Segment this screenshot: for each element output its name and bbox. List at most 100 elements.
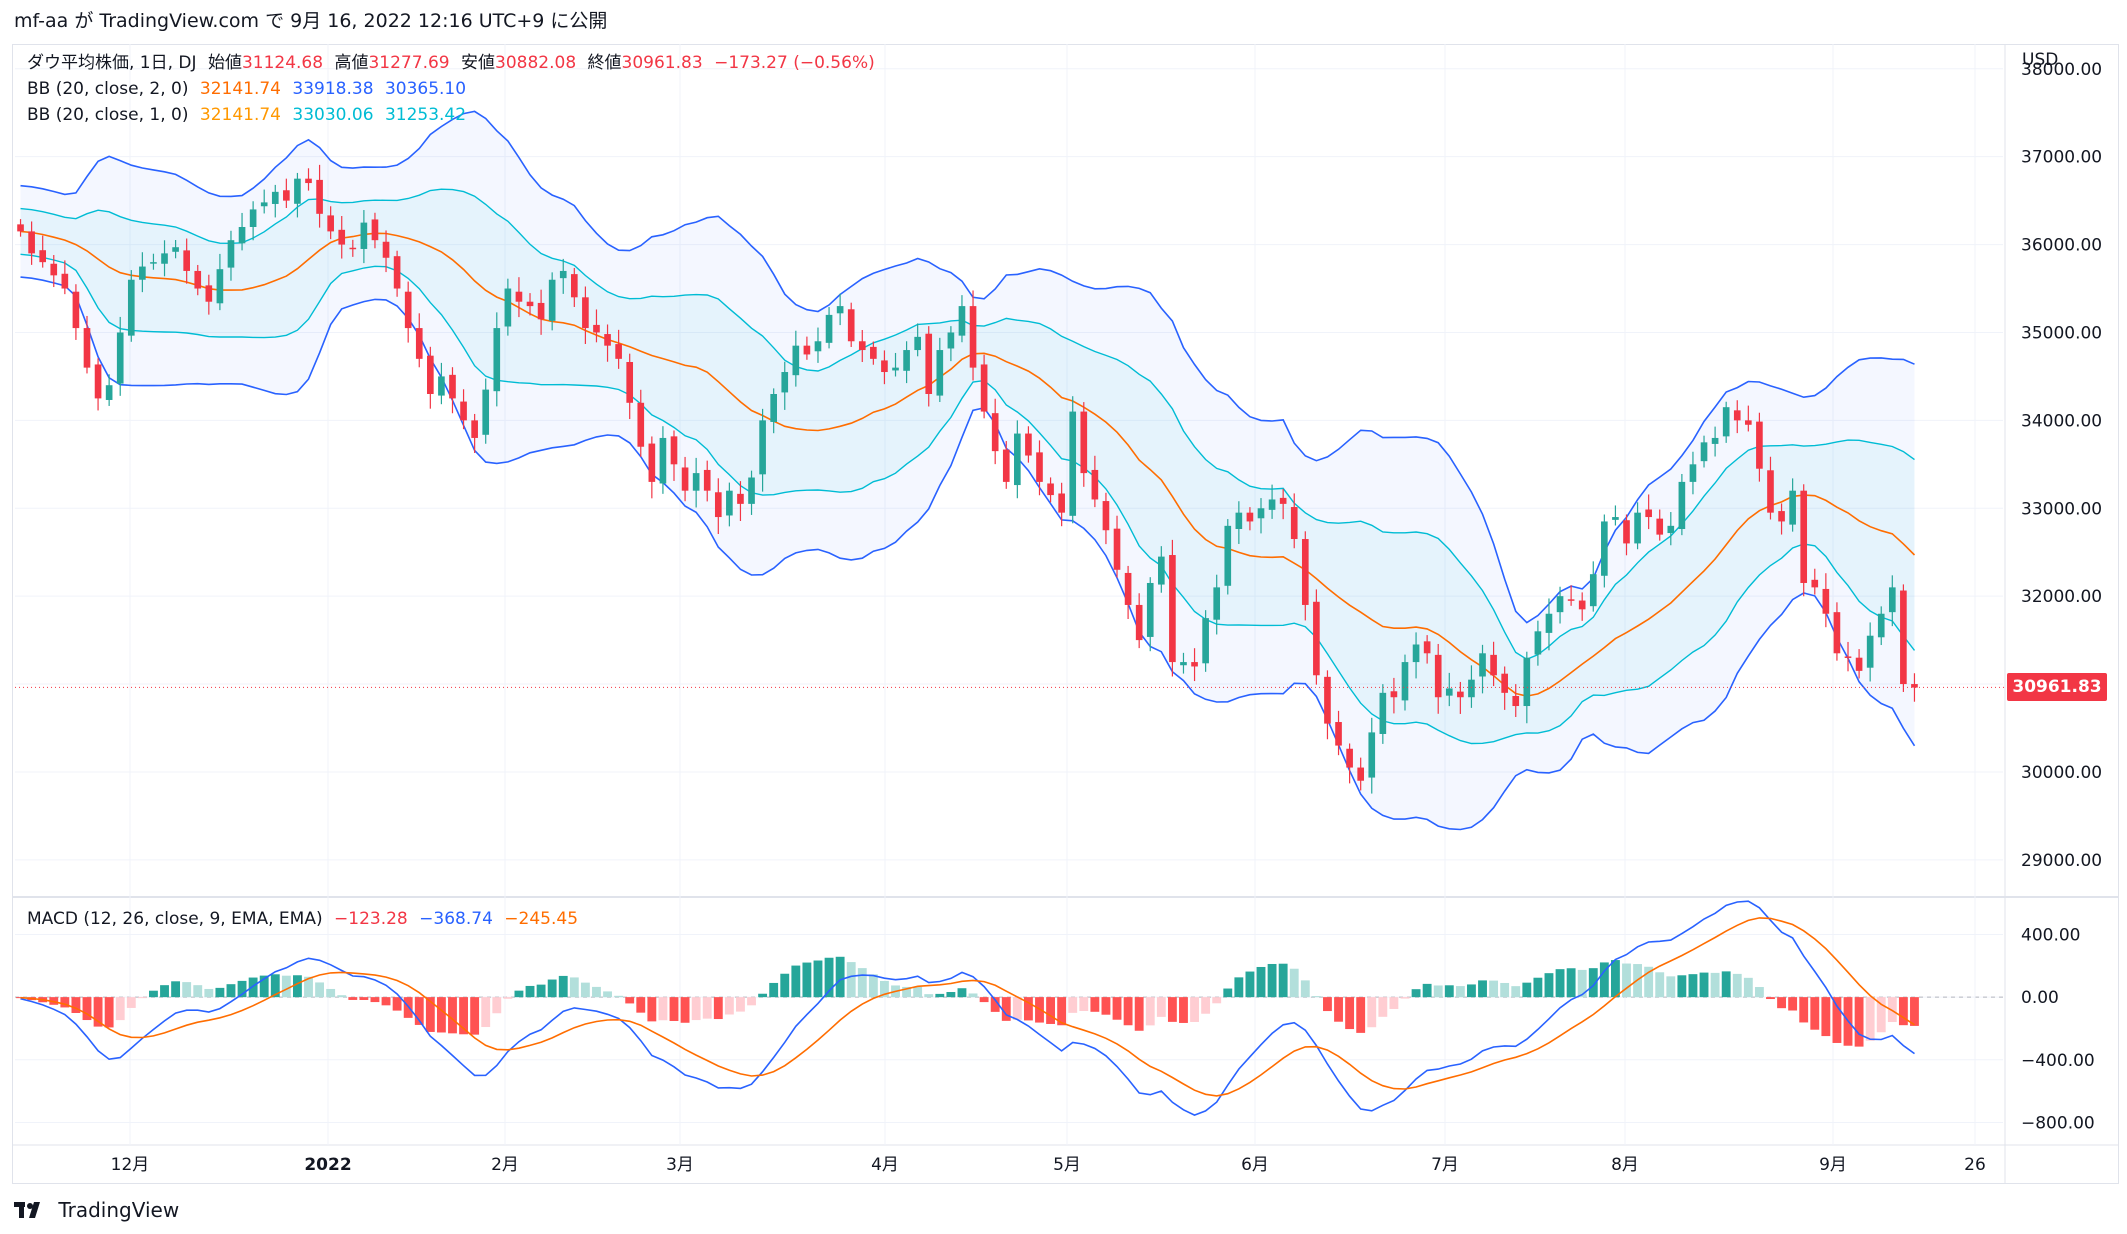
- macd-histogram-bar: [93, 997, 103, 1027]
- candle-body: [150, 262, 157, 264]
- bb1-upper-line: [20, 188, 1915, 661]
- candle-body: [39, 250, 47, 263]
- macd-histogram-bar: [182, 982, 192, 998]
- currency-label[interactable]: USD: [2022, 50, 2059, 70]
- macd-histogram-bar: [780, 973, 790, 998]
- bb1-label: BB (20, close, 1, 0): [27, 105, 189, 125]
- y-tick-label: 29000.00: [2021, 851, 2102, 871]
- macd-histogram-bar: [1622, 963, 1631, 998]
- macd-histogram-bar: [281, 975, 291, 998]
- macd-histogram-bar: [1489, 980, 1499, 998]
- candle-body: [1279, 497, 1287, 504]
- bb2-lower-line: [20, 276, 1916, 831]
- macd-histogram-bar: [104, 997, 114, 1028]
- candle-body: [438, 376, 445, 396]
- macd-histogram-bar: [1688, 974, 1698, 998]
- macd-histogram-bar: [1289, 968, 1299, 998]
- macd-histogram-bar: [1699, 972, 1709, 998]
- candle-body: [1745, 420, 1752, 425]
- macd-histogram-bar: [1012, 997, 1022, 1020]
- candle-body: [1601, 521, 1608, 576]
- candle-body: [1811, 579, 1819, 588]
- macd-histogram-bar: [71, 997, 81, 1013]
- candle-body: [1423, 641, 1431, 654]
- macd-histogram-bar: [436, 997, 446, 1033]
- chart-frame[interactable]: [12, 44, 2119, 1184]
- macd-histogram-bar: [1766, 997, 1775, 1000]
- candle-body: [759, 420, 766, 475]
- bb1-lower-line: [20, 253, 1916, 745]
- macd-histogram-bar: [1467, 984, 1476, 998]
- candle-body: [1800, 490, 1808, 583]
- candle-body: [1822, 588, 1830, 614]
- candle-body: [659, 437, 667, 484]
- macd-histogram-bar: [1743, 977, 1753, 998]
- macd-histogram-bar: [115, 997, 125, 1021]
- macd-histogram-bar: [514, 990, 524, 998]
- macd-histogram-bar: [1046, 997, 1055, 1024]
- macd-histogram-bar: [1577, 969, 1587, 998]
- candle-body: [714, 492, 722, 518]
- close-label: 終値: [587, 53, 622, 73]
- macd-histogram-bar: [525, 985, 535, 998]
- x-tick-label: 3月: [666, 1155, 694, 1175]
- macd-histogram-bar: [614, 995, 624, 998]
- candle-body: [770, 394, 777, 422]
- open-value: 31124.68: [241, 53, 324, 73]
- candle-body: [327, 215, 334, 232]
- footer-brand[interactable]: TradingView: [14, 1196, 179, 1224]
- candle-body: [1180, 662, 1187, 666]
- macd-histogram-bar: [957, 988, 967, 998]
- macd-histogram-bar: [193, 985, 203, 998]
- candle-body: [50, 263, 58, 276]
- candle-body: [637, 402, 645, 447]
- x-tick-label: 12月: [111, 1155, 150, 1175]
- candle-body: [94, 364, 102, 399]
- open-label: 始値: [207, 53, 242, 73]
- low-value: 30882.08: [495, 53, 577, 73]
- candle-body: [1113, 528, 1121, 570]
- candle-body: [116, 332, 124, 384]
- candle-body: [1490, 654, 1497, 676]
- macd-histogram-bar: [835, 956, 845, 998]
- candle-body: [1091, 469, 1099, 500]
- macd-histogram-bar: [1190, 997, 1199, 1022]
- tradingview-logo-icon: [14, 1202, 40, 1218]
- candle-body: [1634, 512, 1641, 544]
- candle-body: [427, 355, 434, 394]
- candle-body: [194, 270, 202, 289]
- candle-body: [1567, 599, 1575, 601]
- bb2-lower: 30365.10: [384, 79, 467, 99]
- macd-histogram-bar: [1068, 997, 1078, 1013]
- macd-histogram-bar: [60, 997, 70, 1008]
- macd-histogram-bar: [359, 997, 369, 1000]
- macd-histogram-bar: [1422, 983, 1432, 998]
- macd-histogram-bar: [1478, 980, 1487, 998]
- macd-histogram-bar: [459, 997, 468, 1035]
- candle-body: [582, 297, 589, 329]
- candle-body: [238, 227, 246, 244]
- macd-histogram-bar: [1389, 997, 1399, 1009]
- macd-histogram-bar: [1278, 963, 1288, 998]
- macd-histogram-bar: [1234, 977, 1244, 998]
- macd-histogram-bar: [669, 997, 679, 1021]
- candle-body: [249, 209, 257, 227]
- candle-body: [471, 420, 478, 438]
- candle-body: [1722, 407, 1730, 437]
- candle-body: [260, 202, 268, 207]
- macd-histogram-bar: [702, 997, 712, 1019]
- macd-histogram-bar: [968, 993, 978, 998]
- macd-histogram-bar: [448, 997, 457, 1034]
- macd-histogram-bar: [1079, 997, 1089, 1012]
- candle-body: [294, 178, 301, 204]
- candle-body: [559, 270, 567, 279]
- y-tick-label: 36000.00: [2021, 236, 2102, 256]
- macd-histogram-bar: [1599, 962, 1609, 998]
- bb1-upper: 33030.06: [292, 105, 374, 125]
- candle-body: [1224, 525, 1232, 586]
- macd-histogram-bar: [724, 997, 734, 1015]
- candle-body: [858, 341, 866, 351]
- macd-y-tick-label: −800.00: [2021, 1113, 2095, 1133]
- candle-body: [227, 240, 235, 268]
